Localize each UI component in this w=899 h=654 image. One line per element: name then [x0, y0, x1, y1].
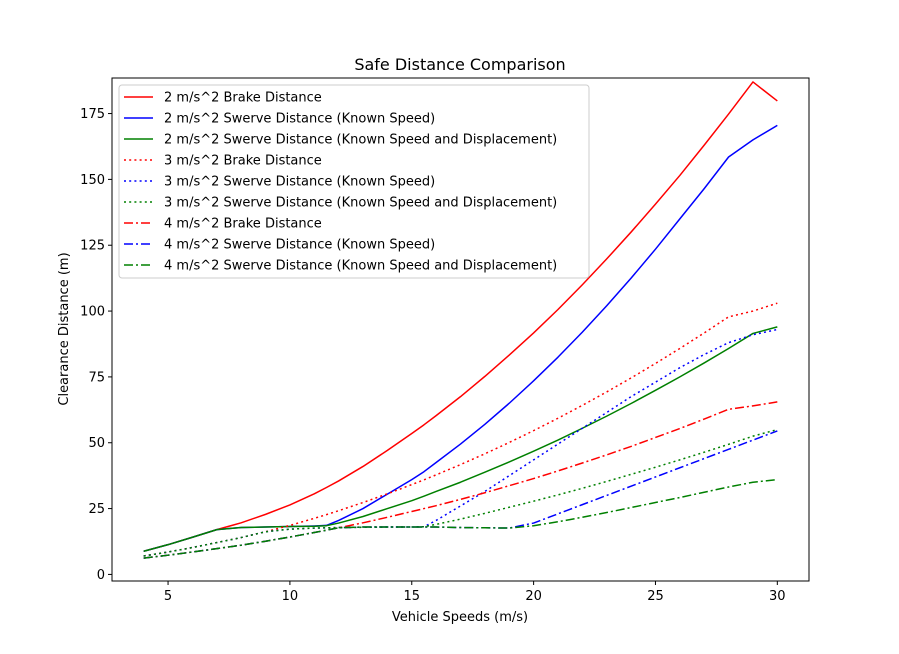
series-line-9 — [143, 478, 778, 559]
y-tick-label: 25 — [88, 502, 105, 517]
y-tick-label: 100 — [80, 305, 105, 320]
series-line-6 — [143, 428, 778, 557]
legend-box — [118, 84, 590, 279]
y-tick-label: 150 — [80, 173, 105, 188]
legend-label-2: 2 m/s^2 Swerve Distance (Known Speed) — [164, 112, 435, 127]
x-tick-label: 30 — [769, 589, 786, 604]
legend-label-8: 4 m/s^2 Swerve Distance (Known Speed) — [164, 238, 435, 253]
x-tick-label: 15 — [403, 589, 420, 604]
y-tick-label: 125 — [80, 239, 105, 254]
y-tick-label: 50 — [88, 436, 105, 451]
legend-label-9: 4 m/s^2 Swerve Distance (Known Speed and… — [164, 259, 557, 274]
x-tick-label: 5 — [164, 589, 172, 604]
chart-title: Safe Distance Comparison — [354, 55, 565, 74]
series-line-4 — [143, 302, 778, 557]
y-tick-label: 75 — [88, 370, 105, 385]
x-axis: 5 10 15 20 25 30 — [164, 581, 786, 604]
y-axis-label: Clearance Distance (m) — [57, 252, 72, 405]
legend-label-7: 4 m/s^2 Brake Distance — [164, 217, 322, 232]
legend-label-1: 2 m/s^2 Brake Distance — [164, 91, 322, 106]
series-line-3 — [143, 326, 778, 552]
series-line-1 — [143, 81, 778, 552]
legend-label-4: 3 m/s^2 Brake Distance — [164, 154, 322, 169]
x-tick-label: 10 — [282, 589, 299, 604]
x-tick-label: 25 — [647, 589, 664, 604]
x-axis-label: Vehicle Speeds (m/s) — [392, 610, 528, 625]
legend-label-5: 3 m/s^2 Swerve Distance (Known Speed) — [164, 175, 435, 190]
legend-label-3: 2 m/s^2 Swerve Distance (Known Speed and… — [164, 133, 557, 148]
legend: 2 m/s^2 Brake Distance 2 m/s^2 Swerve Dis… — [118, 84, 590, 279]
y-tick-label: 175 — [80, 107, 105, 122]
plot-area — [143, 81, 778, 559]
legend-label-6: 3 m/s^2 Swerve Distance (Known Speed and… — [164, 196, 557, 211]
x-tick-label: 20 — [525, 589, 542, 604]
y-axis: 0 25 50 75 100 125 150 175 — [80, 107, 112, 583]
plot-frame — [111, 77, 810, 582]
y-tick-label: 0 — [97, 568, 105, 583]
